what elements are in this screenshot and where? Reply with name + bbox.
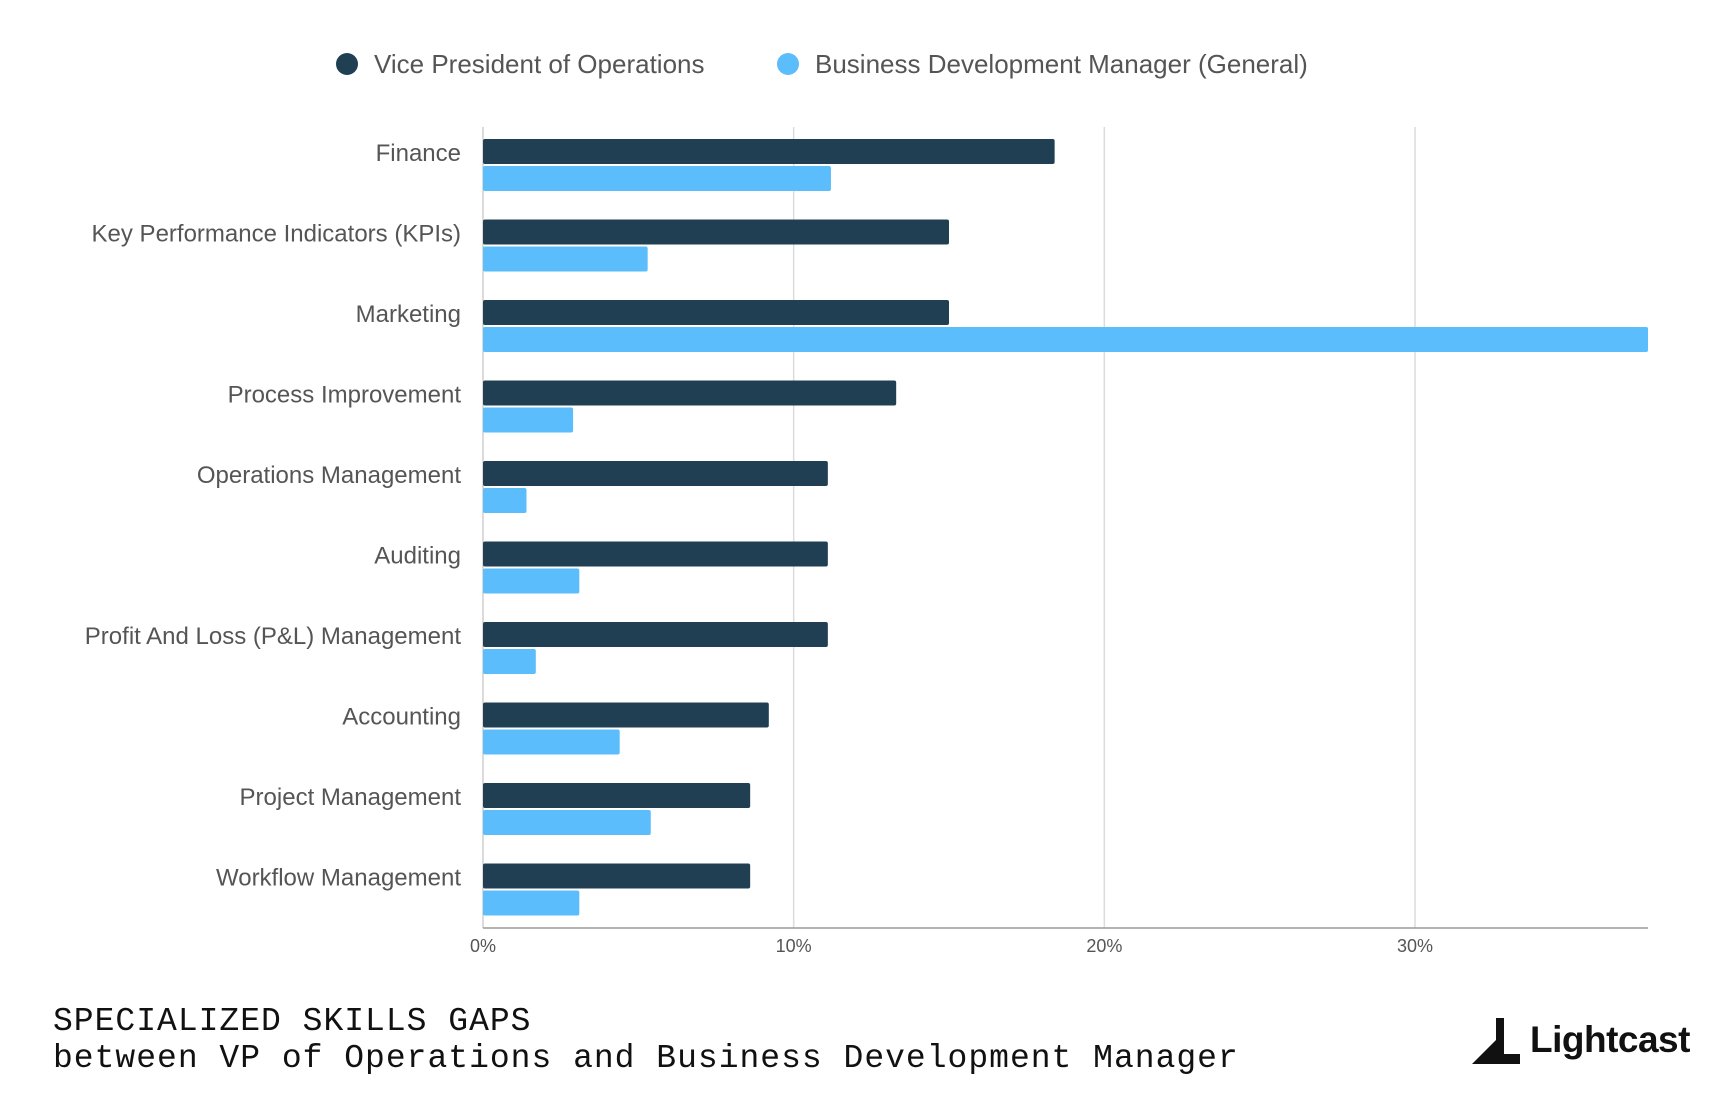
- category-label: Auditing: [374, 543, 461, 570]
- bar: [483, 166, 831, 191]
- x-tick-label: 10%: [776, 936, 812, 956]
- chart-footer-subtitle: between VP of Operations and Business De…: [53, 1040, 1239, 1077]
- bar: [483, 810, 651, 835]
- category-label: Accounting: [342, 704, 461, 731]
- bar: [483, 407, 574, 433]
- brand-name: Lightcast: [1530, 1019, 1690, 1060]
- lightcast-mark-icon: [1472, 1018, 1520, 1064]
- bars: [483, 139, 1648, 916]
- x-tick-label: 20%: [1086, 936, 1122, 956]
- category-label: Marketing: [356, 301, 461, 328]
- bar: [483, 139, 1055, 164]
- bar: [483, 649, 536, 674]
- x-tick-label: 30%: [1397, 936, 1433, 956]
- category-labels: Finance Key Performance Indicators (KPIs)…: [85, 140, 462, 892]
- bar: [483, 219, 949, 245]
- bar: [483, 863, 751, 889]
- bar: [483, 541, 828, 567]
- legend-label: Business Development Manager (General): [815, 49, 1308, 79]
- bar: [483, 246, 648, 272]
- category-label: Workflow Management: [216, 865, 461, 892]
- bar: [483, 702, 769, 728]
- x-axis: 0% 10% 20% 30%: [470, 936, 1433, 956]
- bar: [483, 729, 620, 755]
- category-label: Profit And Loss (P&L) Management: [85, 623, 462, 650]
- chart-footer-title: SPECIALIZED SKILLS GAPS: [53, 1003, 532, 1040]
- bar: [483, 783, 751, 808]
- bar: [483, 568, 580, 594]
- bar: [483, 488, 527, 513]
- legend-label: Vice President of Operations: [374, 49, 704, 79]
- category-label: Finance: [376, 140, 461, 167]
- legend-swatch: [777, 53, 799, 75]
- category-label: Key Performance Indicators (KPIs): [92, 221, 461, 248]
- bar: [483, 461, 828, 486]
- x-tick-label: 0%: [470, 936, 496, 956]
- bar: [483, 890, 580, 916]
- brand-logo: Lightcast: [1470, 1010, 1690, 1070]
- bar: [483, 380, 897, 406]
- category-label: Project Management: [240, 784, 462, 811]
- legend-swatch: [336, 53, 358, 75]
- bar-chart: Vice President of Operations Business Dev…: [85, 49, 1648, 956]
- category-label: Operations Management: [197, 462, 461, 489]
- bar: [483, 622, 828, 647]
- bar: [483, 300, 949, 325]
- bar: [483, 327, 1648, 352]
- category-label: Process Improvement: [228, 382, 462, 409]
- legend: Vice President of Operations Business Dev…: [336, 49, 1308, 79]
